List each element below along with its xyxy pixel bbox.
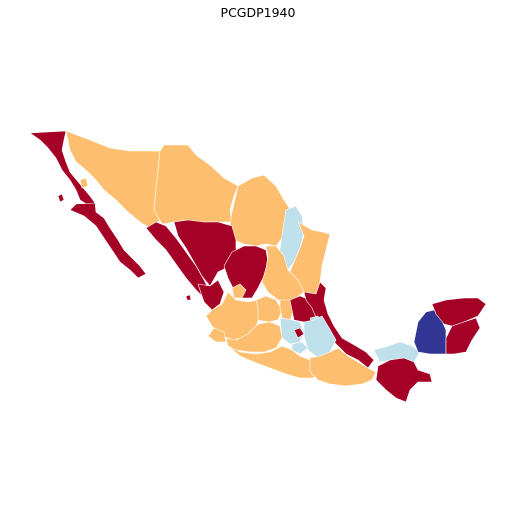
region-aguascalientes <box>231 283 247 299</box>
region-island-cedros <box>57 193 65 203</box>
map-title: PCGDP1940 <box>220 5 296 20</box>
region-island-nayarit <box>185 294 192 301</box>
region-colima <box>207 327 227 343</box>
region-oaxaca <box>309 347 377 387</box>
region-baja-california-sur <box>69 202 147 279</box>
region-zacatecas <box>223 245 269 299</box>
region-tabasco <box>373 341 421 363</box>
region-quintana-roo <box>445 317 481 355</box>
region-chiapas <box>375 357 433 403</box>
region-nuevo-leon <box>277 205 305 273</box>
region-island-tiburon <box>79 177 89 189</box>
region-puebla <box>303 315 337 359</box>
region-nayarit <box>197 279 225 311</box>
region-chihuahua <box>153 144 239 225</box>
region-morelos <box>291 341 309 355</box>
region-guanajuato <box>255 295 283 323</box>
region-yucatan <box>431 297 487 327</box>
